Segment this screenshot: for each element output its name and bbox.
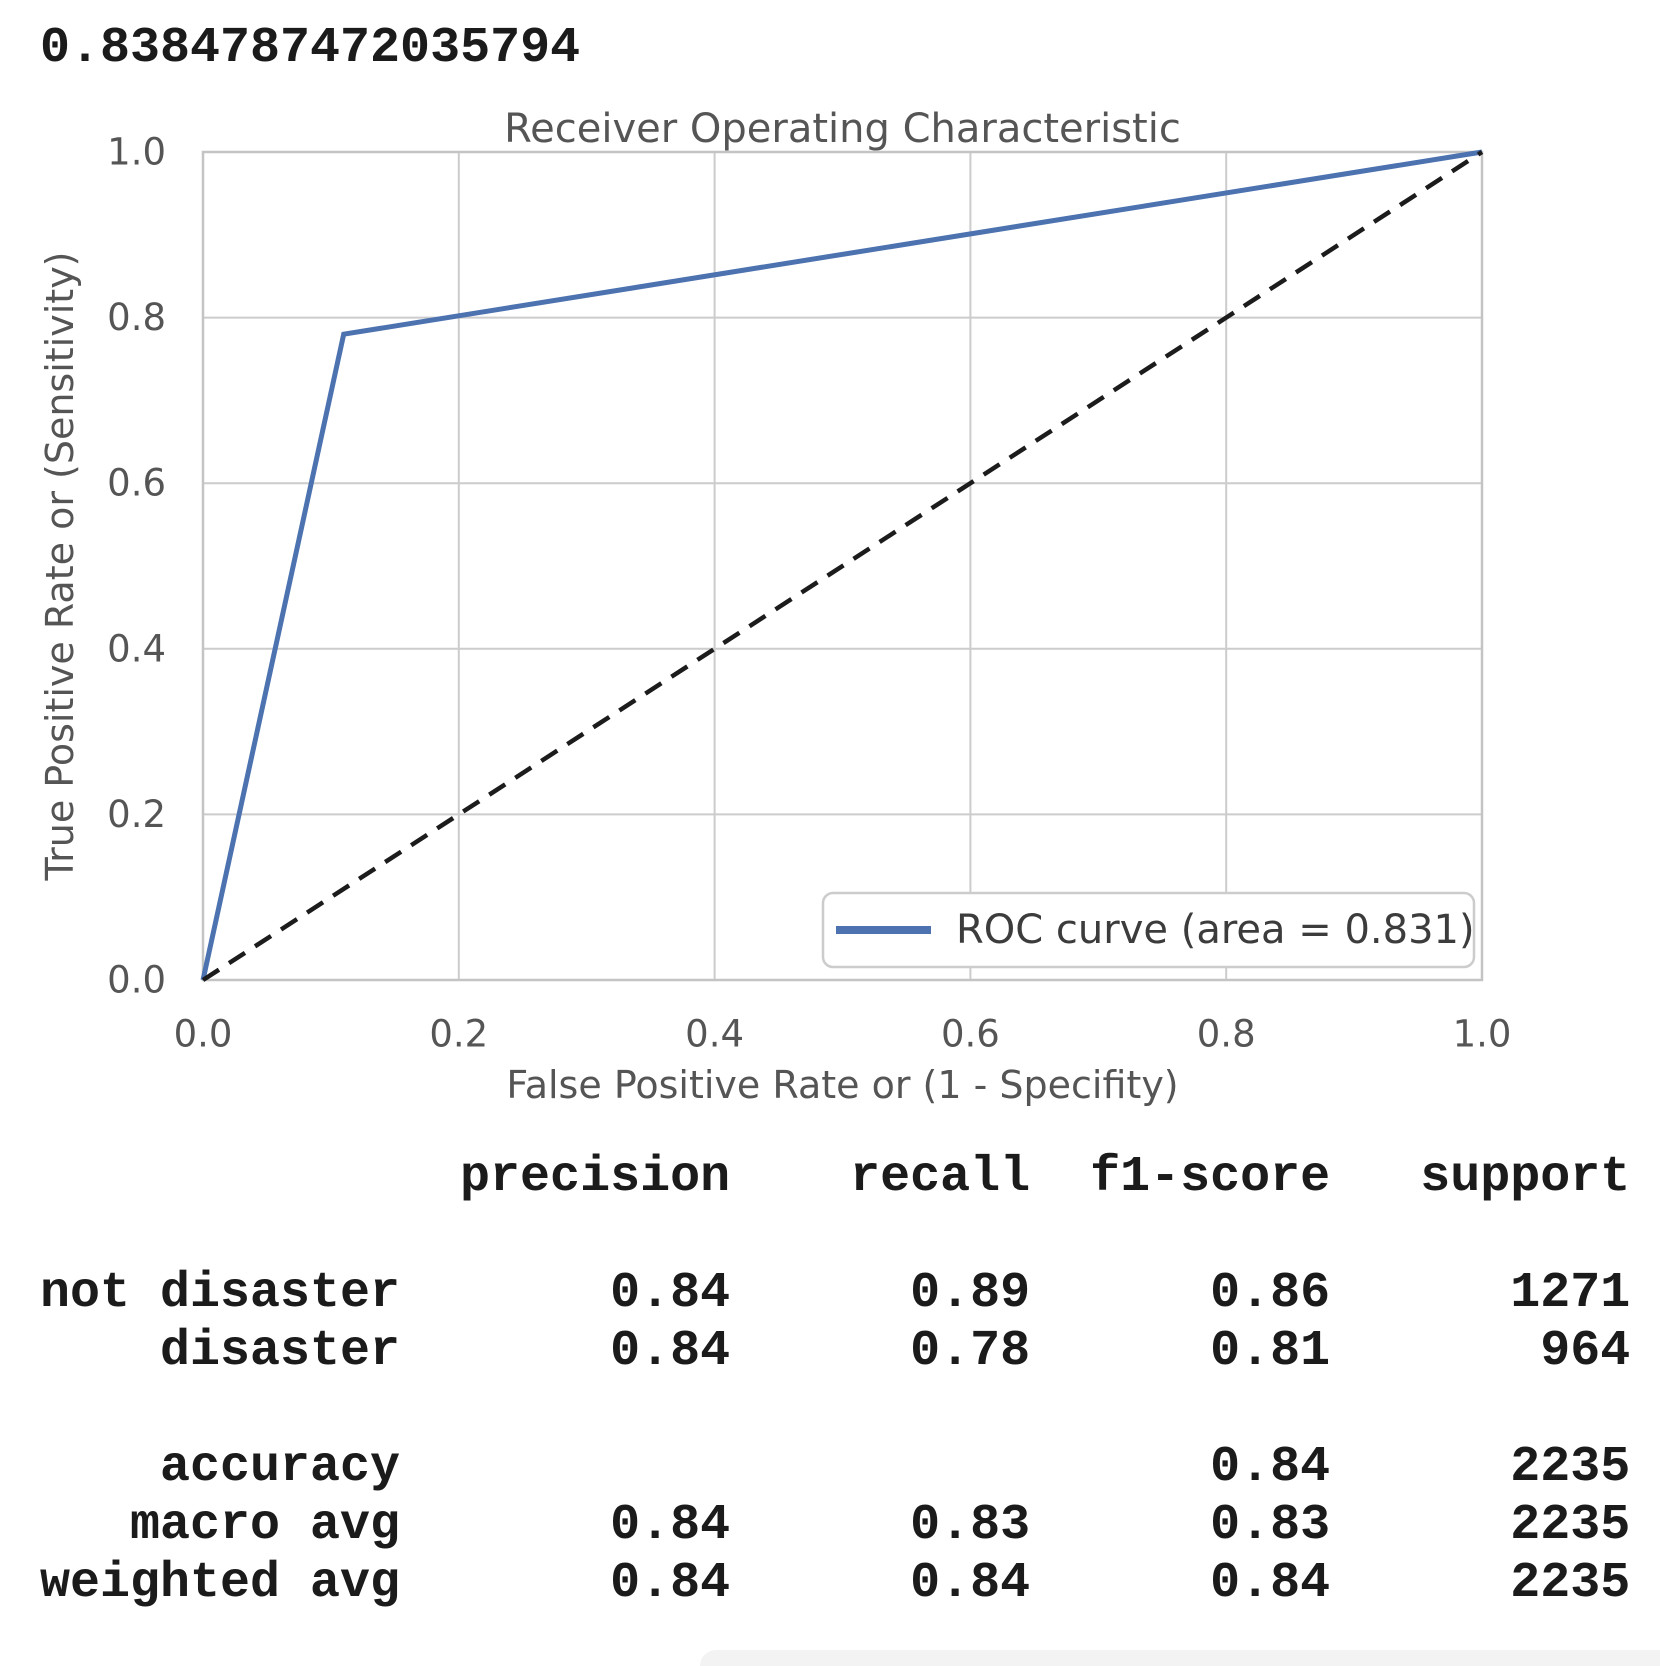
chance-diagonal-line — [201, 150, 1484, 982]
report-cell: 0.84 — [610, 1497, 731, 1554]
report-cell: 0.84 — [1210, 1555, 1331, 1612]
auc-score-text: 0.8384787472035794 — [40, 20, 581, 77]
report-cell: 964 — [1540, 1323, 1631, 1380]
report-cell: 0.84 — [610, 1323, 731, 1380]
report-cell: 0.84 — [610, 1265, 731, 1322]
report-row-label: disaster — [160, 1323, 401, 1380]
report-cell: precision — [460, 1149, 731, 1206]
report-cell: 0.89 — [910, 1265, 1031, 1322]
report-row: macro avg 0.84 0.83 0.83 2235 — [40, 1497, 1630, 1555]
legend-label: ROC curve (area = 0.831) — [956, 907, 1475, 953]
report-cell — [730, 1439, 1030, 1497]
report-cell: 0.83 — [1210, 1497, 1331, 1554]
report-cell: 0.84 — [610, 1555, 731, 1612]
axes-spines — [201, 150, 1484, 982]
report-cell: 0.86 — [1210, 1265, 1331, 1322]
report-cell: f1-score — [1090, 1149, 1331, 1206]
report-row: not disaster 0.84 0.89 0.86 1271 — [40, 1265, 1630, 1323]
x-tick-label: 0.0 — [174, 1013, 233, 1056]
report-cell: 2235 — [1510, 1555, 1631, 1612]
report-row-label: macro avg — [130, 1497, 401, 1554]
report-row: disaster 0.84 0.78 0.81 964 — [40, 1323, 1630, 1381]
y-tick-label: 1.0 — [107, 131, 166, 174]
x-tick-label: 0.6 — [941, 1013, 1000, 1056]
chart-title: Receiver Operating Characteristic — [504, 106, 1181, 152]
report-row: accuracy 0.84 2235 — [40, 1439, 1630, 1497]
report-row-label: weighted avg — [40, 1555, 401, 1612]
y-tick-label: 0.2 — [107, 793, 166, 836]
x-tick-label: 1.0 — [1453, 1013, 1512, 1056]
x-tick-label: 0.2 — [429, 1013, 488, 1056]
y-tick-label: 0.8 — [107, 296, 166, 339]
report-row: weighted avg 0.84 0.84 0.84 2235 — [40, 1555, 1630, 1613]
report-blank-line — [40, 1381, 1630, 1439]
report-cell: 0.83 — [910, 1497, 1031, 1554]
x-axis-label: False Positive Rate or (1 - Specifity) — [506, 1063, 1178, 1107]
report-cell: 0.78 — [910, 1323, 1031, 1380]
x-tick-label: 0.4 — [685, 1013, 744, 1056]
report-cell: support — [1420, 1149, 1631, 1206]
report-row-label — [40, 1149, 400, 1207]
report-cell: 1271 — [1510, 1265, 1631, 1322]
report-cell: 2235 — [1510, 1497, 1631, 1554]
report-cell: recall — [850, 1149, 1031, 1206]
output-area-corner — [700, 1650, 1660, 1666]
roc-chart: 0.0 0.2 0.4 0.6 0.8 1.0 0.0 0.2 0.4 0.6 0.8 1.0 Rece… — [38, 106, 1512, 1107]
legend-box — [821, 891, 1476, 969]
x-tick-label: 0.8 — [1197, 1013, 1256, 1056]
report-blank-line — [40, 1207, 1630, 1265]
report-cell: 0.84 — [910, 1555, 1031, 1612]
report-cell: 0.81 — [1210, 1323, 1331, 1380]
y-axis-label: True Positive Rate or (Sensitivity) — [38, 251, 82, 881]
report-row-label: not disaster — [40, 1265, 401, 1322]
report-row-label: accuracy — [160, 1439, 401, 1496]
roc-curve-line — [200, 149, 1483, 981]
report-cell — [400, 1439, 730, 1497]
classification-report: precision recall f1-score support not disast… — [40, 1149, 1630, 1613]
y-tick-label: 0.0 — [107, 959, 166, 1002]
report-header-row: precision recall f1-score support — [40, 1149, 1630, 1207]
y-tick-label: 0.6 — [107, 462, 166, 505]
report-cell: 2235 — [1510, 1439, 1631, 1496]
y-tick-label: 0.4 — [107, 627, 166, 670]
report-cell: 0.84 — [1210, 1439, 1331, 1496]
